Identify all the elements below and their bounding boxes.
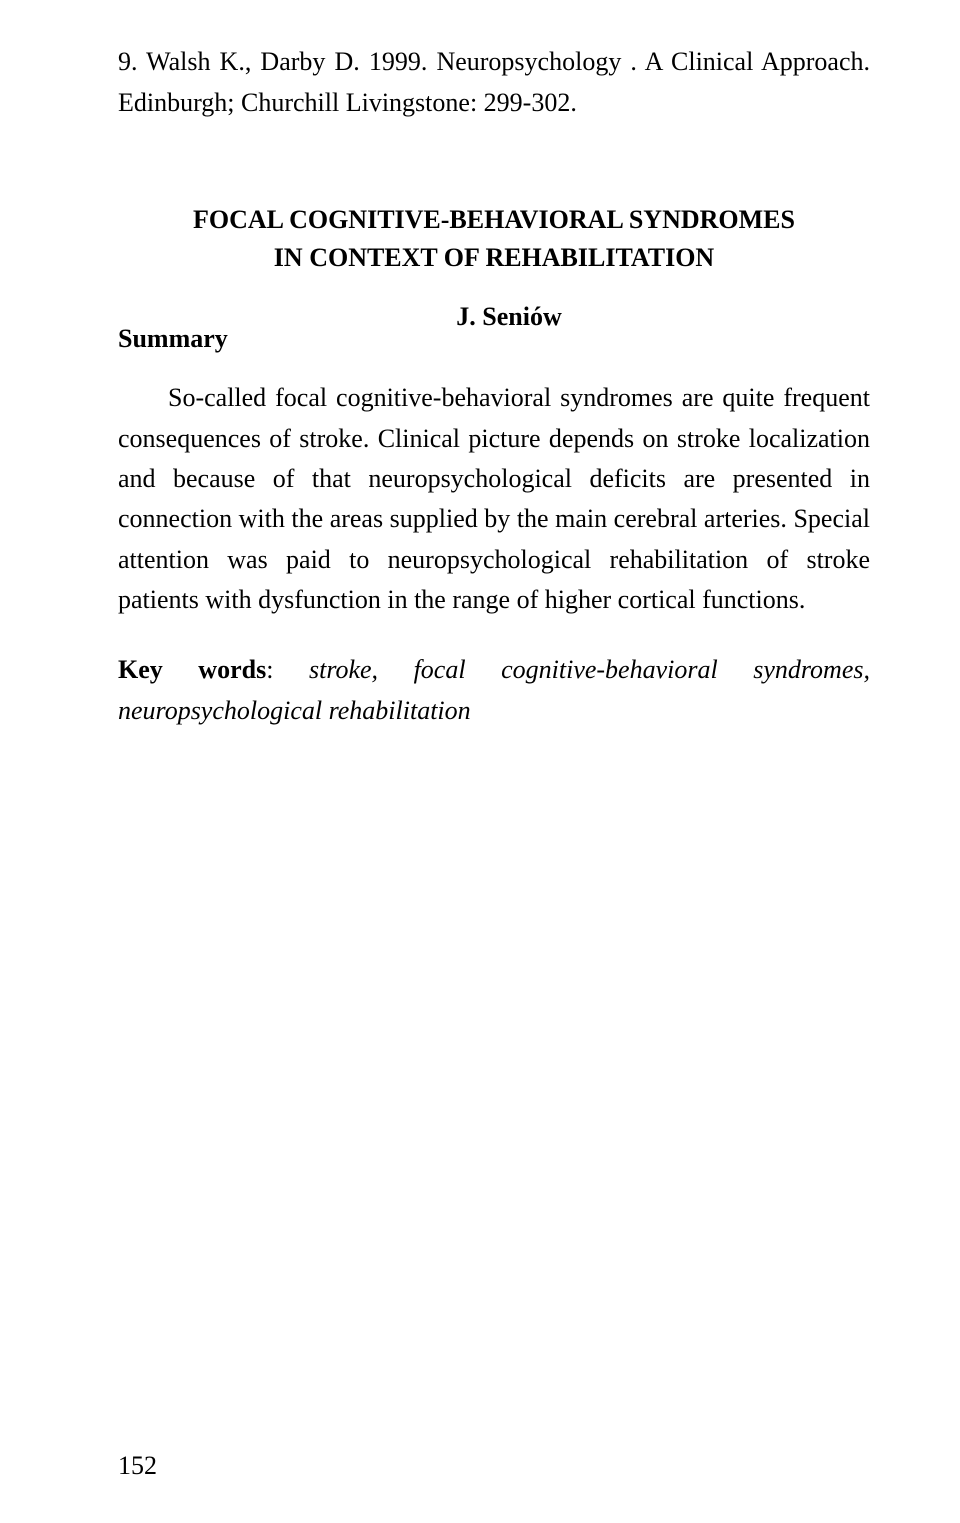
abstract-text: So-called focal cognitive-behavioral syn… (118, 378, 870, 620)
page-number: 152 (118, 1451, 157, 1481)
keywords-block: Key words: stroke, focal cognitive-behav… (118, 650, 870, 731)
title-line-2: IN CONTEXT OF REHABILITATION (118, 239, 870, 277)
keywords-label: Key words (118, 655, 266, 684)
article-title: FOCAL COGNITIVE-BEHAVIORAL SYNDROMES IN … (118, 201, 870, 276)
title-line-1: FOCAL COGNITIVE-BEHAVIORAL SYNDROMES (118, 201, 870, 239)
reference-entry: 9. Walsh K., Darby D. 1999. Neuropsychol… (118, 42, 870, 123)
